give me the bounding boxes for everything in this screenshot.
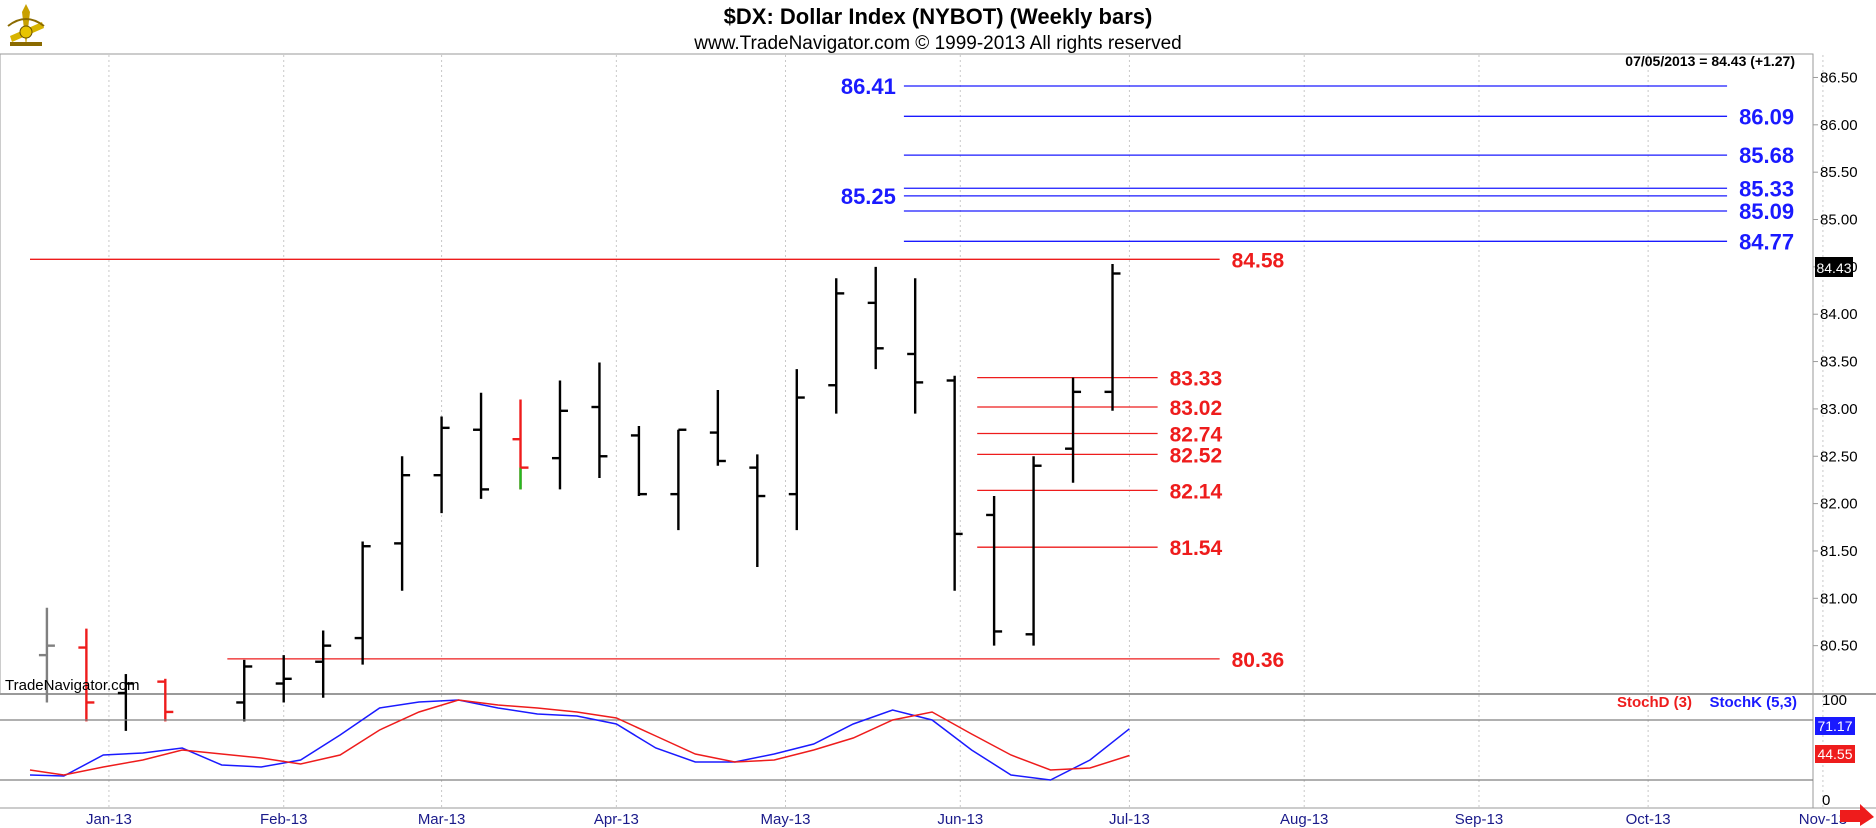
ohlc-bar <box>867 266 884 370</box>
ohlc-bar <box>433 416 450 514</box>
ohlc-bar <box>1104 264 1121 411</box>
stochd-value-badge <box>1815 745 1855 763</box>
y-tick-label: 85.00 <box>1820 212 1858 229</box>
x-tick-label: Sep-13 <box>1455 811 1503 828</box>
ohlc-bar <box>275 655 292 703</box>
stochk-value-badge <box>1815 717 1855 735</box>
ohlc-bar <box>828 278 845 414</box>
ohlc-bar <box>354 541 371 665</box>
stoch-y-tick-label: 0 <box>1822 792 1830 809</box>
trade-navigator-logo <box>4 2 48 50</box>
ohlc-bar <box>670 428 687 531</box>
ohlc-bar <box>512 399 529 490</box>
y-tick-label: 86.50 <box>1820 69 1858 86</box>
legend-stochd: StochD (3) <box>1617 694 1692 711</box>
level-label: 85.25 <box>841 184 896 209</box>
last-price-badge-label: 84.43 <box>1816 260 1851 276</box>
y-tick-label: 83.50 <box>1820 354 1858 371</box>
last-price-badge <box>1815 257 1853 277</box>
level-label: 83.33 <box>1170 368 1223 391</box>
ohlc-bar <box>1065 377 1082 483</box>
stoch-series-line <box>29 699 1130 781</box>
ohlc-bar <box>551 380 568 490</box>
chart-subtitle: www.TradeNavigator.com © 1999-2013 All r… <box>693 33 1181 54</box>
y-tick-label: 86.00 <box>1820 117 1858 134</box>
level-label: 81.54 <box>1170 537 1223 560</box>
y-tick-label: 82.00 <box>1820 496 1858 513</box>
level-label: 82.52 <box>1170 444 1223 467</box>
level-label: 84.77 <box>1739 229 1794 254</box>
ohlc-bar <box>473 392 490 499</box>
x-tick-label: Oct-13 <box>1626 811 1671 828</box>
level-label: 85.33 <box>1739 176 1794 201</box>
ohlc-bar <box>315 630 332 698</box>
y-tick-label: 80.50 <box>1820 638 1858 655</box>
level-label: 84.58 <box>1232 249 1285 272</box>
stochastic-panel: 050100 <box>0 692 1847 809</box>
ohlc-bar <box>591 362 608 479</box>
ohlc-bar <box>986 496 1003 646</box>
y-tick-label: 84.00 <box>1820 306 1858 323</box>
x-tick-label: Apr-13 <box>594 811 639 828</box>
ohlc-bar <box>38 607 55 703</box>
x-tick-label: Feb-13 <box>260 811 308 828</box>
y-tick-label: 85.50 <box>1820 164 1858 181</box>
x-tick-label: Mar-13 <box>418 811 466 828</box>
ohlc-bar <box>157 678 174 722</box>
x-tick-label: Jul-13 <box>1109 811 1150 828</box>
y-tick-label: 83.00 <box>1820 401 1858 418</box>
price-axis: 80.50 81.00 81.50 82.00 82.50 83.00 83.50 84.00… <box>1813 69 1858 655</box>
price-bars <box>38 264 1121 731</box>
ohlc-bar <box>749 454 766 568</box>
scroll-right-arrow-icon[interactable] <box>1840 804 1874 826</box>
level-label: 85.68 <box>1739 143 1794 168</box>
watermark-label: TradeNavigator.com <box>5 677 140 694</box>
x-tick-label: Aug-13 <box>1280 811 1328 828</box>
x-tick-label: May-13 <box>760 811 810 828</box>
ohlc-bar <box>394 456 411 591</box>
y-tick-label: 82.50 <box>1820 448 1858 465</box>
stochk-value-label: 71.17 <box>1817 718 1852 734</box>
ohlc-bar <box>946 375 963 591</box>
x-tick-label: Nov-13 <box>1799 811 1847 828</box>
last-value-info: 07/05/2013 = 84.43 (+1.27) <box>1625 53 1795 69</box>
y-tick-label: 81.00 <box>1820 590 1858 607</box>
ohlc-bar <box>236 659 253 722</box>
x-tick-label: Jun-13 <box>937 811 983 828</box>
stoch-series-line <box>29 699 1130 776</box>
ohlc-bar <box>907 278 924 414</box>
legend-stochk: StochK (5,3) <box>1709 694 1797 711</box>
level-lines: 86.41 86.09 85.68 85.33 85.25 85.09 84.77 84.58… <box>30 74 1794 672</box>
ohlc-bar <box>117 674 134 731</box>
price-panel-frame <box>0 53 1814 695</box>
ohlc-bar <box>630 425 647 497</box>
level-label: 86.09 <box>1739 104 1794 129</box>
level-label: 82.14 <box>1170 480 1223 503</box>
ohlc-bar <box>788 369 805 531</box>
y-tick-label: 81.50 <box>1820 543 1858 560</box>
level-label: 82.74 <box>1170 424 1223 447</box>
stochd-value-label: 44.55 <box>1817 746 1852 762</box>
ohlc-bar <box>78 628 95 722</box>
ohlc-bar <box>709 389 726 466</box>
stoch-y-tick-label: 100 <box>1822 692 1847 709</box>
level-label: 80.36 <box>1232 649 1285 672</box>
chart-title: $DX: Dollar Index (NYBOT) (Weekly bars) <box>724 4 1153 29</box>
x-tick-label: Jan-13 <box>86 811 132 828</box>
level-label: 86.41 <box>841 74 896 99</box>
level-label: 85.09 <box>1739 199 1794 224</box>
level-label: 83.02 <box>1170 397 1223 420</box>
ohlc-bar <box>1025 456 1042 646</box>
date-axis: Jan-13 Feb-13 Mar-13 Apr-13 May-13 Jun-13 Jul-… <box>86 811 1847 828</box>
